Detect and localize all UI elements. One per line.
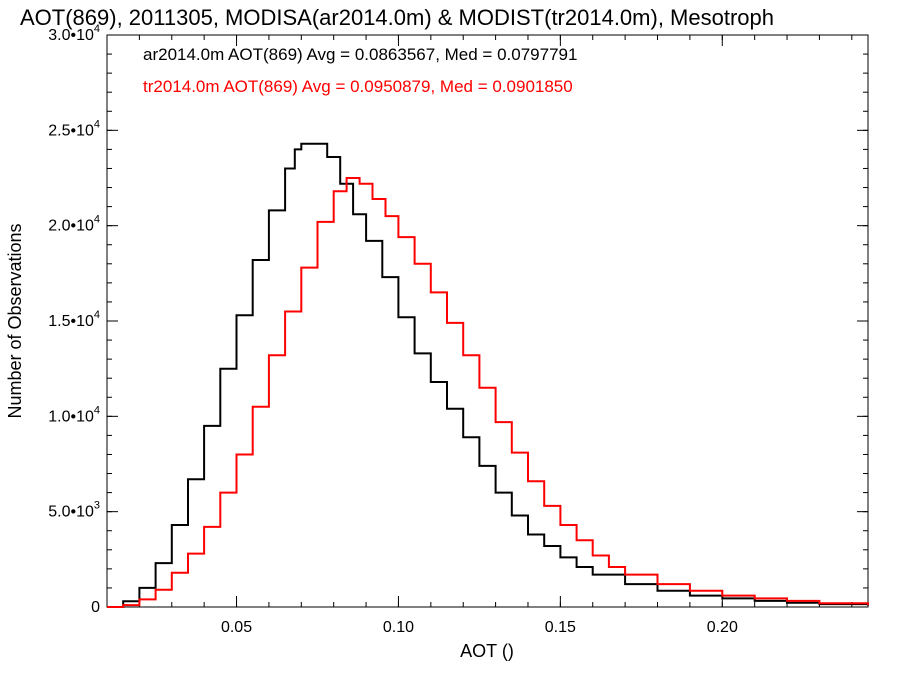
legend-entry-tr2014: tr2014.0m AOT(869) Avg = 0.0950879, Med … <box>143 77 573 96</box>
y-tick-label: 2.0•104 <box>48 214 100 235</box>
series-line-1 <box>107 177 869 608</box>
legend: ar2014.0m AOT(869) Avg = 0.0863567, Med … <box>143 45 577 96</box>
series-lines <box>107 142 869 608</box>
y-tick-labels: 0 5.0•103 1.0•104 1.5•104 2.0•104 2.5•104 3.0•… <box>48 23 100 616</box>
y-tick-label: 1.5•104 <box>48 309 100 330</box>
x-tick-label: 0.05 <box>221 619 252 636</box>
y-axis-label: Number of Observations <box>5 223 25 418</box>
x-tick-label: 0.15 <box>545 619 576 636</box>
x-tick-label: 0.20 <box>707 619 738 636</box>
y-tick-label: 0 <box>91 599 100 616</box>
y-tick-label: 2.5•104 <box>48 118 100 139</box>
y-tick-label: 1.0•104 <box>48 404 100 425</box>
x-tick-labels: 0.05 0.10 0.15 0.20 <box>221 619 738 636</box>
legend-entry-ar2014: ar2014.0m AOT(869) Avg = 0.0863567, Med … <box>143 45 577 64</box>
x-axis-label: AOT () <box>460 641 514 661</box>
y-tick-label: 3.0•104 <box>48 23 100 44</box>
y-tick-label: 5.0•103 <box>48 500 100 521</box>
series-line-0 <box>107 142 869 608</box>
chart-title: AOT(869), 2011305, MODISA(ar2014.0m) & M… <box>20 5 774 30</box>
x-tick-label: 0.10 <box>383 619 414 636</box>
